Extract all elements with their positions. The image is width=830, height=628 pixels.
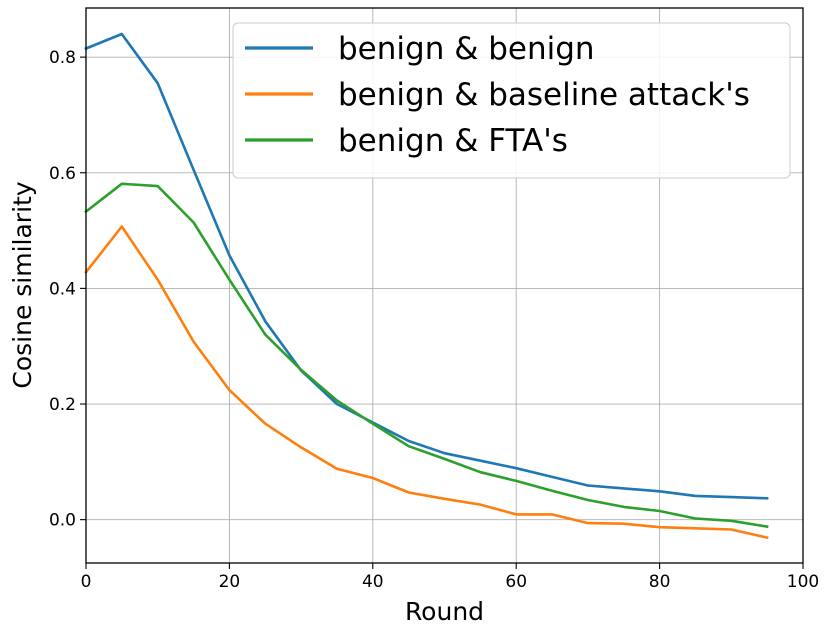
series-lines: [84, 32, 769, 540]
series-line-3: [84, 182, 769, 529]
x-tick-label: 0: [81, 572, 92, 592]
x-axis-label: Round: [405, 597, 484, 626]
y-tick-label: 0.0: [49, 511, 76, 531]
legend-label-2: benign & baseline attack's: [338, 77, 750, 113]
tick-labels: 0 20 40 60 80 100 0.0 0.2 0.4 0.6 0.8: [49, 48, 819, 592]
legend-box: [232, 22, 791, 179]
y-tick-label: 0.4: [49, 279, 76, 299]
plot-frame: [85, 7, 804, 564]
x-tick-label: 40: [362, 572, 384, 592]
y-tick-label: 0.6: [49, 164, 76, 184]
legend-label-1: benign & benign: [338, 31, 595, 67]
series-line-1: [84, 32, 769, 500]
series-line-2: [84, 225, 769, 540]
legend: benign & benign benign & baseline attack'…: [232, 22, 791, 179]
y-axis-label: Cosine similarity: [8, 181, 37, 388]
y-tick-label: 0.2: [49, 395, 76, 415]
legend-label-3: benign & FTA's: [338, 123, 568, 159]
x-tick-label: 100: [787, 572, 819, 592]
x-tick-label: 80: [649, 572, 671, 592]
x-tick-label: 20: [219, 572, 241, 592]
axis-ticks: [80, 56, 804, 569]
y-tick-label: 0.8: [49, 48, 76, 68]
x-tick-label: 60: [505, 572, 527, 592]
